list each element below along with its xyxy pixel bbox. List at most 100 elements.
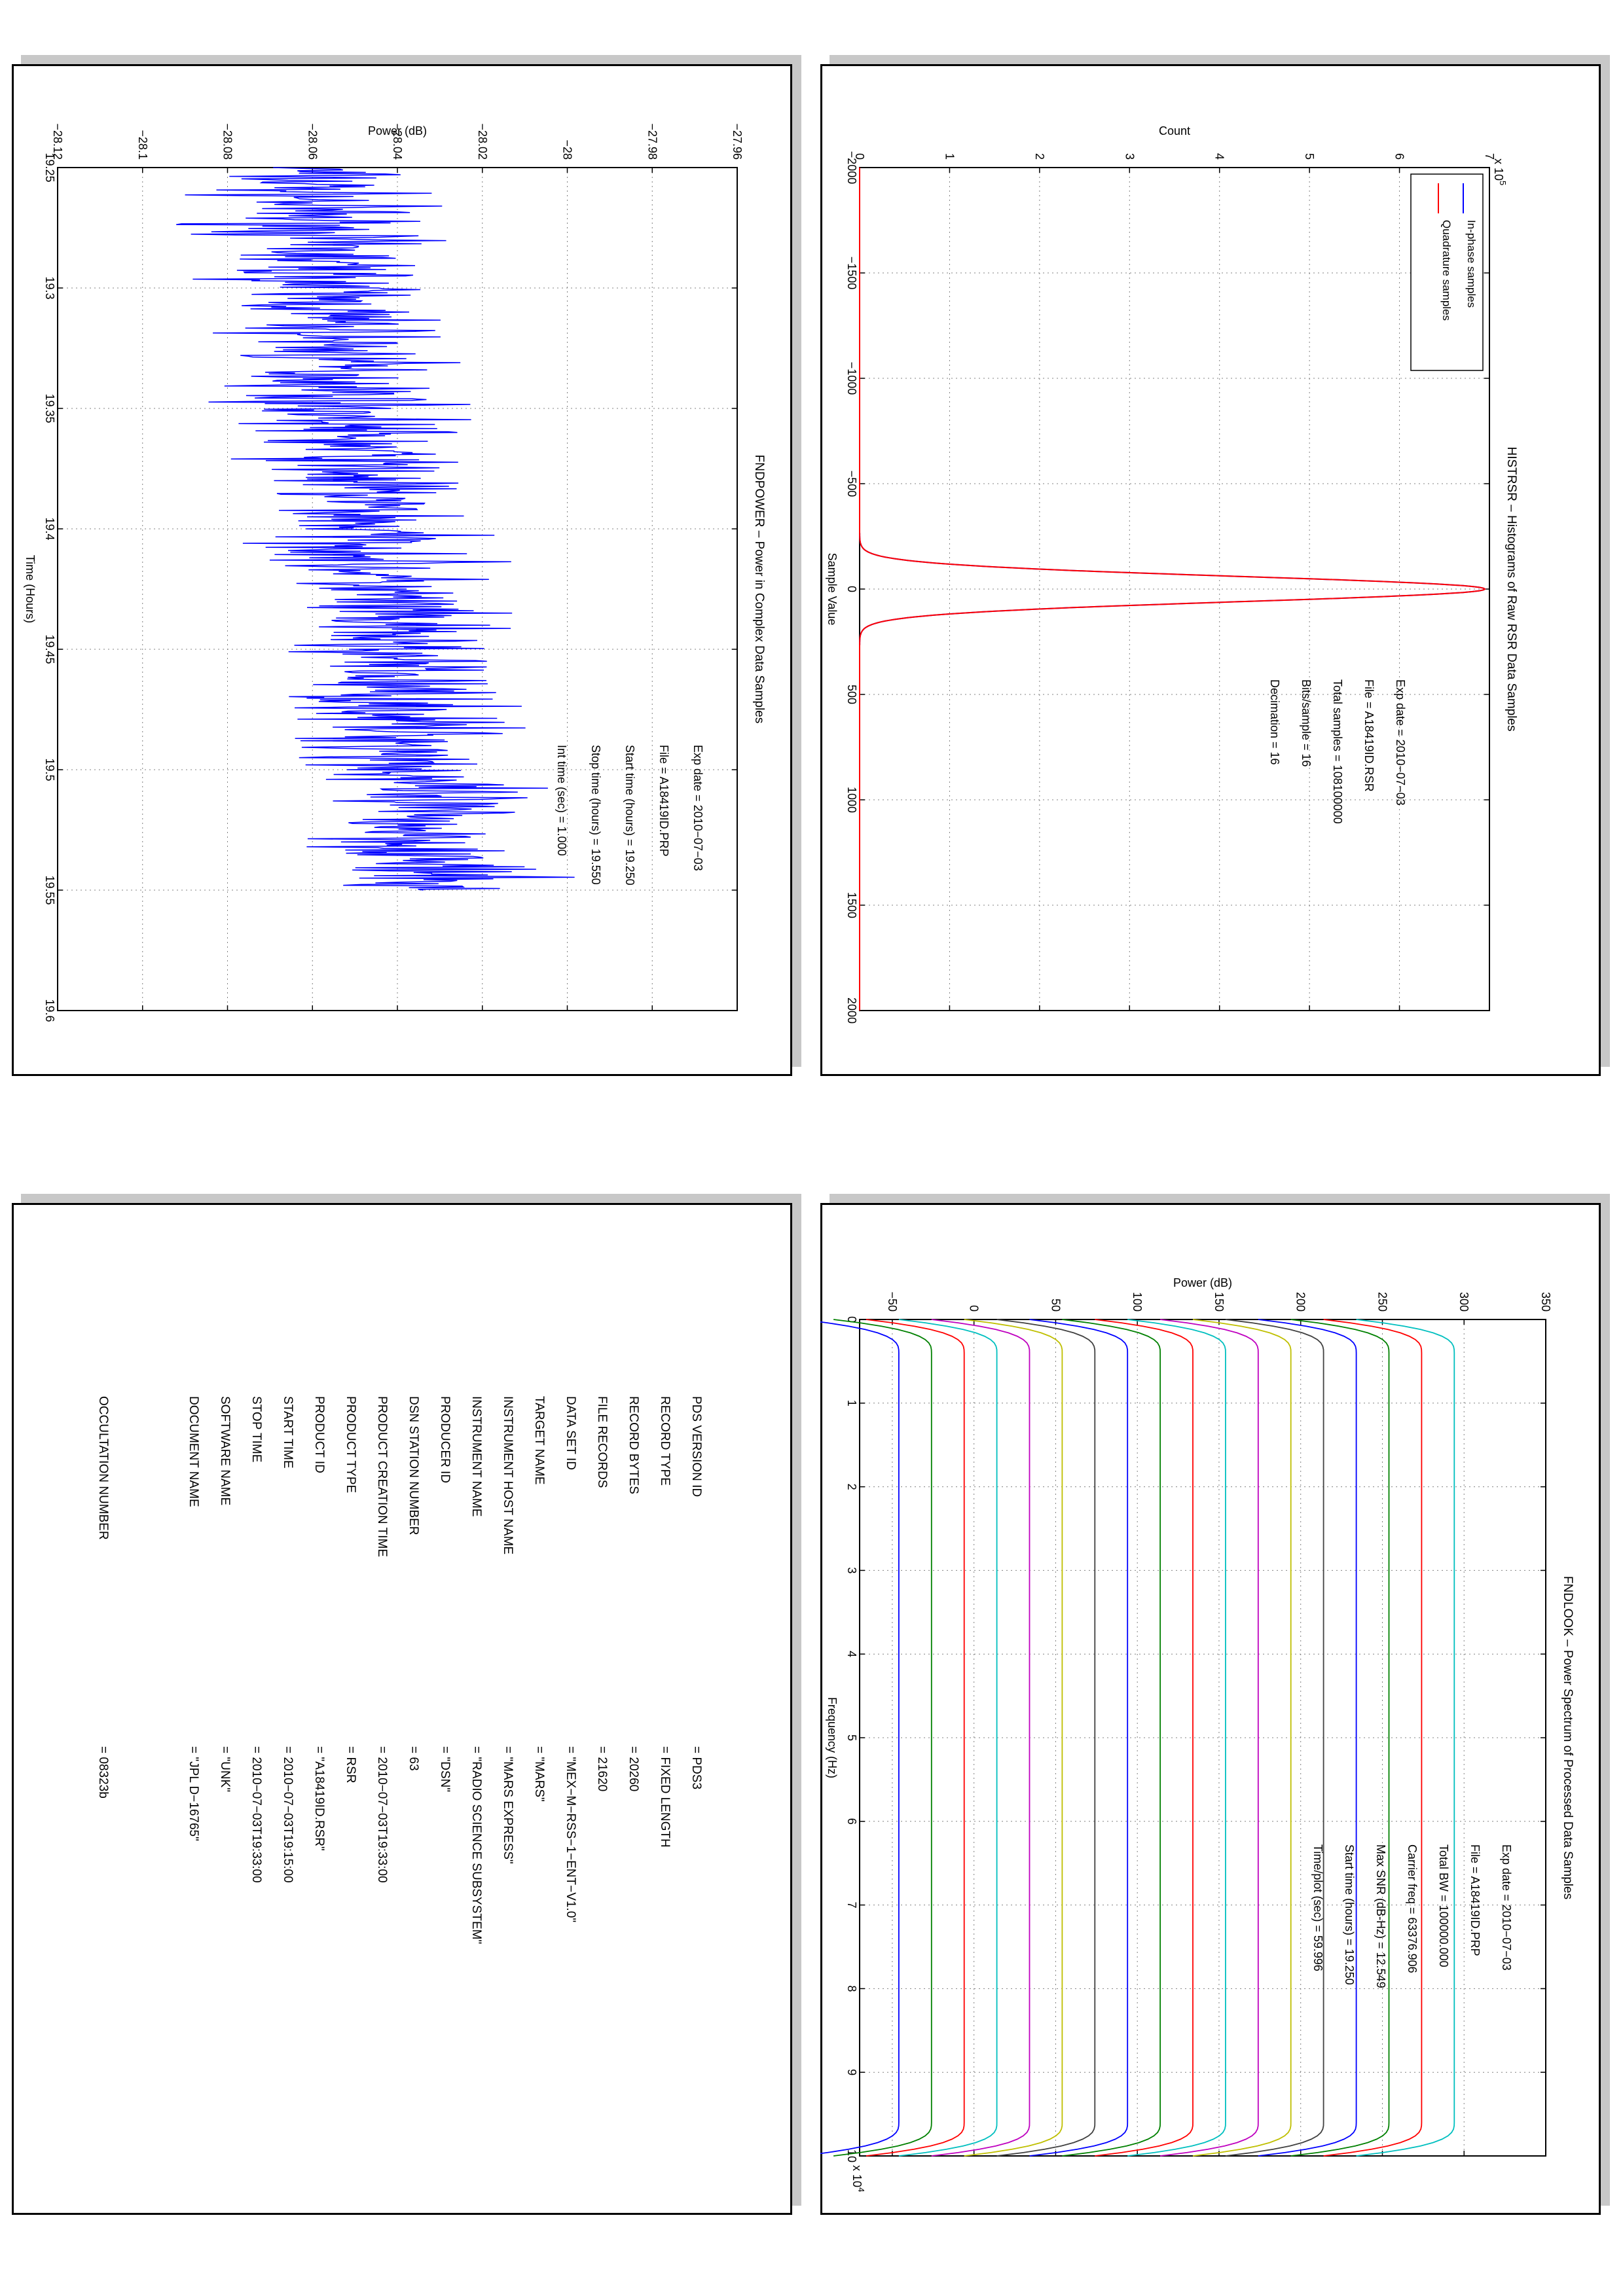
hist-series-1 — [859, 168, 1486, 1011]
pds-key-6: INSTRUMENT HOST NAME — [501, 1396, 515, 1554]
look-title: FNDLOOK – Power Spectrum of Processed Da… — [1561, 1576, 1575, 1899]
look-annotation-5: Start time (hours) = 19.250 — [1343, 1844, 1356, 1985]
hist-xtick-label: −2000 — [845, 151, 858, 185]
look-xtick-label: 8 — [845, 1985, 858, 1992]
look-ytick-label: 100 — [1131, 1292, 1144, 1312]
power-annotation-3: Stop time (hours) = 19.550 — [589, 745, 602, 885]
power-ytick-label: −28.04 — [391, 123, 404, 160]
pds-value-16: = "JPL D−16765" — [187, 1746, 200, 1841]
panel-fndpower: 19.25 19.3 19.35 19.4 19.45 19.5 19.55 19.6 −28.… — [12, 55, 801, 1076]
look-series-16 — [833, 1319, 932, 2157]
look-xtick-label: 6 — [845, 1818, 858, 1825]
pds-value-0: = PDS3 — [689, 1746, 703, 1789]
look-series-5 — [1192, 1319, 1292, 2157]
look-ytick-label: 350 — [1539, 1292, 1552, 1312]
look-series-1 — [1323, 1319, 1423, 2157]
power-title: FNDPOWER – Power in Complex Data Samples — [752, 455, 766, 724]
pds-key-7: INSTRUMENT NAME — [469, 1396, 483, 1516]
hist-annotation-3: Bits/sample = 16 — [1300, 679, 1313, 767]
power-annotation-2: Start time (hours) = 19.250 — [623, 745, 636, 886]
hist-ylabel: Count — [1159, 124, 1190, 137]
pds-value-3: = 21620 — [595, 1746, 609, 1791]
look-annotation-6: Time/plot (sec) = 59.996 — [1311, 1844, 1324, 1971]
power-ytick-label: −27.96 — [731, 123, 744, 160]
look-ytick-label: 250 — [1376, 1292, 1389, 1312]
pds-key-9: DSN STATION NUMBER — [407, 1396, 420, 1535]
look-series-13 — [931, 1319, 1030, 2157]
hist-ytick-label: 1 — [943, 153, 956, 160]
look-xtick-label: 9 — [845, 2069, 858, 2075]
look-series-14 — [898, 1319, 998, 2157]
pds-key-2: RECORD BYTES — [627, 1396, 640, 1494]
panel-shadow-top — [830, 55, 1610, 64]
hist-y-exponent-power: 5 — [1498, 181, 1508, 185]
pds-key-4: DATA SET ID — [564, 1396, 577, 1470]
pds-value-6: = "MARS EXPRESS" — [501, 1746, 515, 1864]
power-ytick-label: −28 — [561, 139, 574, 160]
power-xtick-label: 19.25 — [43, 152, 56, 182]
pds-key-13: START TIME — [281, 1396, 295, 1469]
power-ytick-label: −28.08 — [221, 123, 234, 160]
pds-value-10: = 2010−07−03T19:33:00 — [375, 1746, 389, 1883]
look-xtick-label: 4 — [845, 1651, 858, 1657]
pds-key-8: PRODUCER ID — [438, 1396, 452, 1483]
look-ytick-label: 50 — [1049, 1299, 1062, 1312]
look-xtick-label: 2 — [845, 1484, 858, 1490]
panel-shadow-right — [1601, 1194, 1610, 2206]
hist-xtick-label: 1500 — [845, 892, 858, 918]
look-annotation-3: Carrier freq = 63376.906 — [1406, 1844, 1419, 1973]
power-ylabel: Power (dB) — [368, 124, 427, 137]
hist-annotation-1: File = A18419ID.RSR — [1362, 679, 1376, 792]
look-annotation-4: Max SNR (dB-Hz) = 12.549 — [1374, 1844, 1387, 1988]
pds-value-13: = 2010−07−03T19:15:00 — [281, 1746, 295, 1883]
panel-pds-label: PDS VERSION ID = PDS3 RECORD TYPE = FIXED L… — [12, 1194, 801, 2215]
look-series-15 — [866, 1319, 965, 2157]
look-series-6 — [1159, 1319, 1259, 2157]
look-series-0 — [1356, 1319, 1455, 2157]
look-xtick-label: 5 — [845, 1734, 858, 1741]
pds-value-14: = 2010−07−03T19:33:00 — [249, 1746, 263, 1883]
panel-shadow-top — [21, 1194, 801, 1203]
hist-ytick-label: 4 — [1213, 153, 1226, 160]
pds-value-2: = 20260 — [627, 1746, 640, 1791]
hist-annotation-4: Decimation = 16 — [1268, 679, 1281, 765]
hist-legend-label-1: Quadrature samples — [1440, 220, 1453, 321]
pds-value-12: = "A18419ID.RSR" — [312, 1746, 326, 1851]
power-series-0 — [176, 167, 575, 891]
panel-shadow-right — [792, 55, 801, 1067]
power-annotation-0: Exp date = 2010−07−03 — [691, 745, 704, 871]
hist-ytick-label: 6 — [1393, 153, 1406, 160]
look-xtick-label: 7 — [845, 1902, 858, 1909]
panel-fndlook: 0 1 2 3 4 5 6 7 8 9 10 −50 0 50 100 150 200 250 300 350 Freq… — [820, 1194, 1610, 2215]
pds-value-17: = 08323b — [96, 1746, 110, 1799]
panel-shadow-right — [792, 1194, 801, 2206]
hist-legend-box — [1410, 173, 1484, 371]
pds-key-16: DOCUMENT NAME — [187, 1396, 200, 1507]
look-series-7 — [1127, 1319, 1226, 2157]
hist-y-exponent: x 105 — [1492, 158, 1508, 185]
power-ytick-label: −28.12 — [51, 123, 64, 160]
hist-xtick-label: −500 — [845, 471, 858, 497]
fndpower-chart: 19.25 19.3 19.35 19.4 19.45 19.5 19.55 19.6 −28.… — [24, 123, 766, 1022]
power-xtick-label: 19.3 — [43, 276, 56, 299]
look-series-4 — [1225, 1319, 1324, 2157]
hist-title: HISTRSR – Histograms of Raw RSR Data Sam… — [1504, 446, 1518, 731]
power-xlabel: Time (Hours) — [24, 555, 37, 623]
look-xtick-label: 3 — [845, 1567, 858, 1573]
power-ytick-label: −28.1 — [136, 130, 149, 160]
panel-shadow-right — [1601, 55, 1610, 1067]
look-series-11 — [996, 1319, 1096, 2157]
pds-value-11: = RSR — [344, 1746, 357, 1784]
power-xtick-label: 19.6 — [43, 999, 56, 1022]
look-x-exponent: x 104 — [850, 2165, 866, 2192]
look-ytick-label: −50 — [886, 1291, 899, 1312]
power-xtick-label: 19.35 — [43, 393, 56, 423]
look-ytick-label: 150 — [1213, 1292, 1226, 1312]
pds-key-12: PRODUCT ID — [312, 1396, 326, 1473]
pds-key-3: FILE RECORDS — [595, 1396, 609, 1488]
hist-ytick-label: 0 — [853, 153, 866, 160]
hist-legend-label-0: In-phase samples — [1465, 220, 1478, 308]
pds-value-15: = "UNK" — [218, 1746, 232, 1792]
hist-xtick-label: 1000 — [845, 787, 858, 813]
power-annotation-4: Int time (sec) = 1.000 — [555, 745, 568, 856]
